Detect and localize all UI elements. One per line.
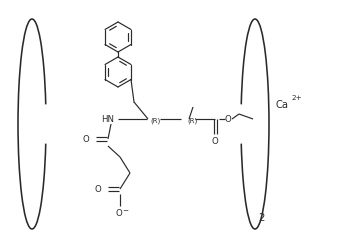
Text: 2: 2 <box>258 212 265 222</box>
Text: O: O <box>94 185 101 194</box>
Text: HN: HN <box>101 115 114 124</box>
Text: O: O <box>82 135 89 144</box>
Text: 2+: 2+ <box>291 94 302 100</box>
Text: (R): (R) <box>187 117 197 124</box>
Text: Ca: Ca <box>275 100 288 110</box>
Text: (R): (R) <box>150 117 160 124</box>
Text: O: O <box>212 136 218 145</box>
Text: −: − <box>122 207 128 213</box>
Text: O: O <box>225 115 232 124</box>
Text: O: O <box>116 209 122 218</box>
